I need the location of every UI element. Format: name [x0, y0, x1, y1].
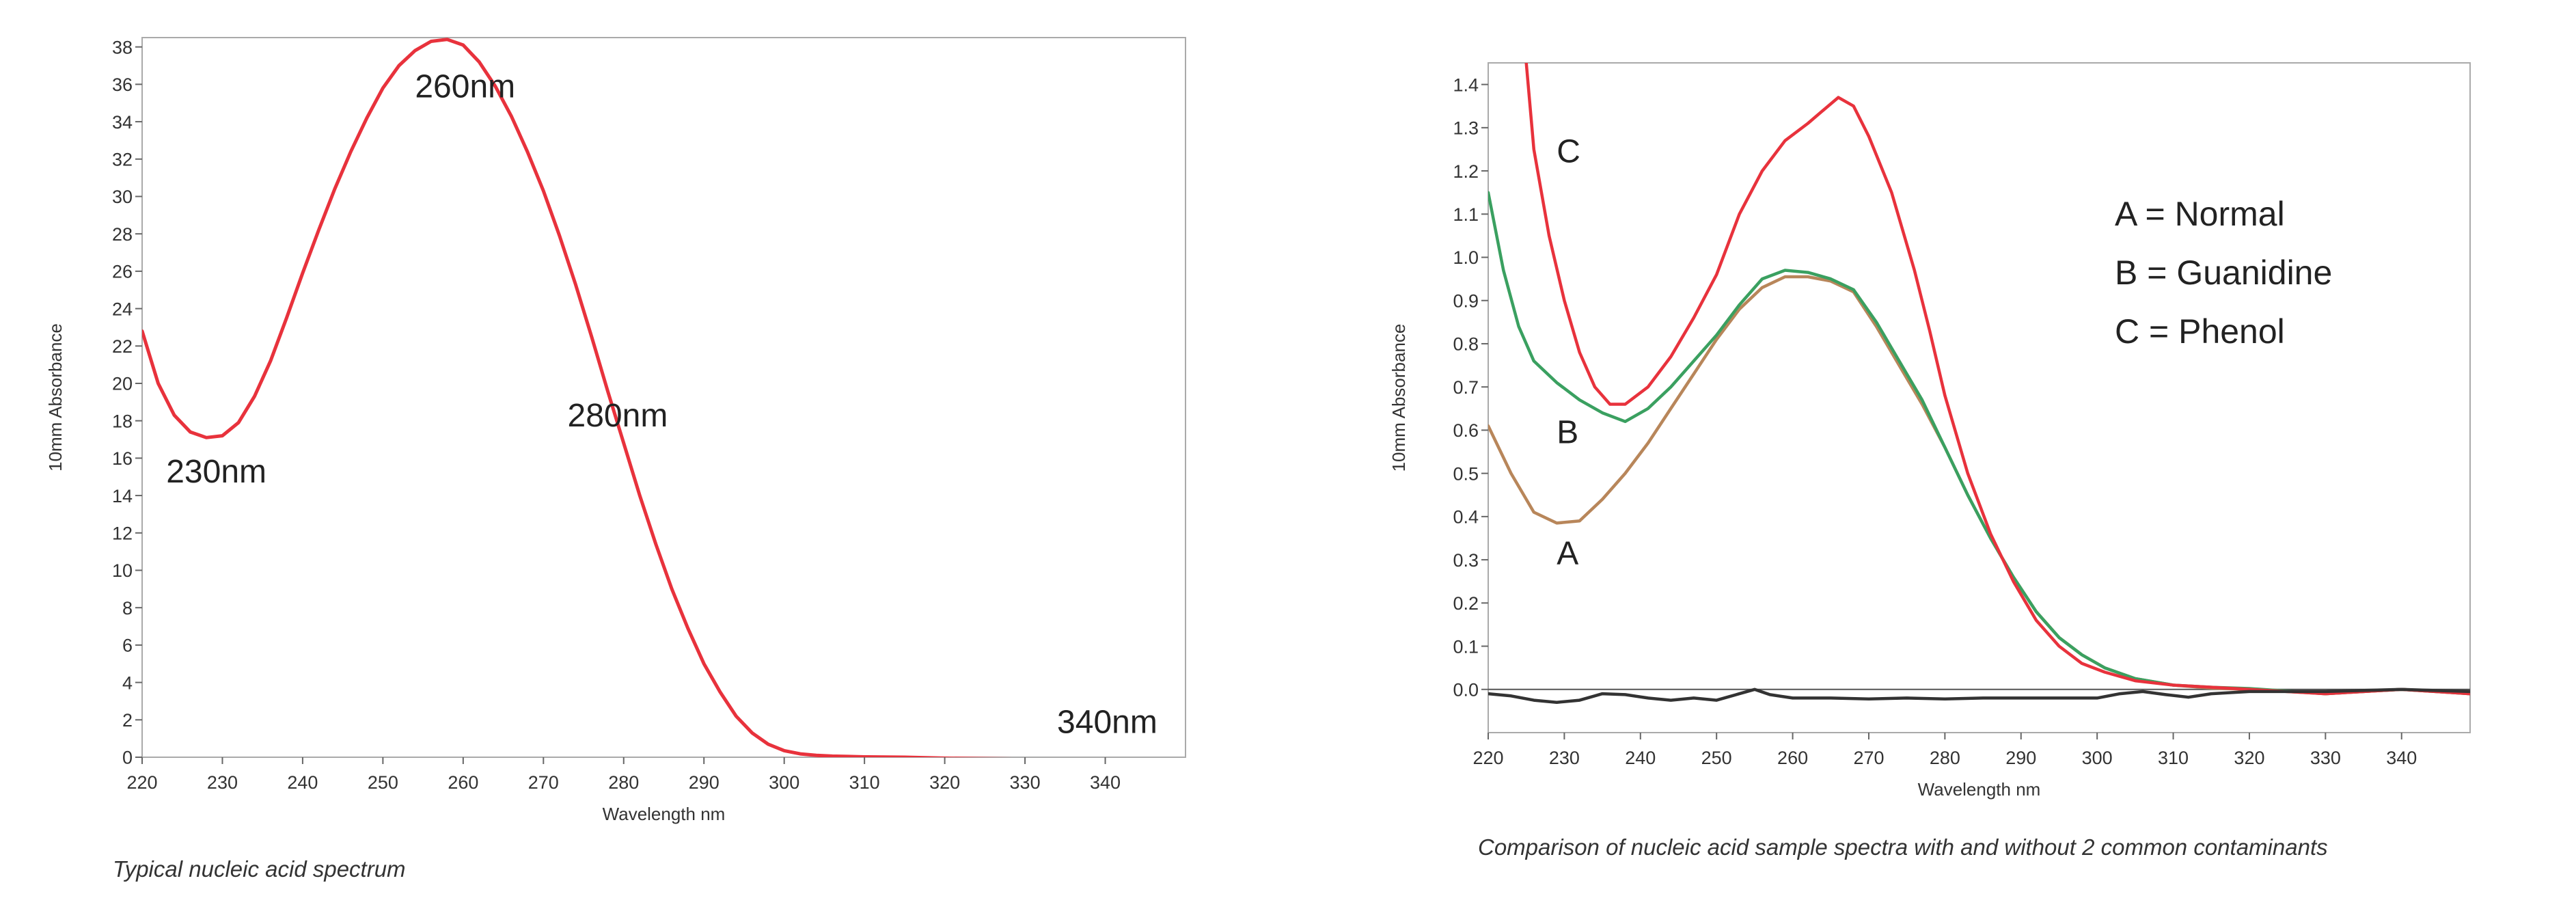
plot-frame: [141, 37, 1186, 758]
x-tick-label: 240: [1625, 748, 1656, 768]
y-tick-label: 0.0: [1453, 679, 1479, 700]
x-tick-label: 300: [769, 772, 799, 793]
x-tick-label: 220: [1472, 748, 1503, 768]
x-tick-label: 270: [1853, 748, 1884, 768]
y-tick-label: 8: [122, 598, 133, 618]
y-tick-label: 0.9: [1453, 290, 1479, 311]
y-tick-label: 4: [122, 672, 133, 693]
x-axis-label: Wavelength nm: [603, 804, 726, 824]
x-tick-label: 310: [849, 772, 880, 793]
y-tick-label: 10: [112, 560, 133, 581]
series-line-a: [1488, 275, 2470, 696]
x-tick-label: 270: [528, 772, 559, 793]
x-tick-label: 330: [1010, 772, 1041, 793]
y-tick-label: 6: [122, 636, 133, 656]
y-tick-label: 2: [122, 710, 133, 731]
annotation-label: 230nm: [166, 454, 266, 490]
series-line-0: [142, 38, 1013, 757]
x-tick-label: 230: [207, 772, 238, 793]
y-tick-label: 0.7: [1453, 377, 1479, 398]
annotation-label: B: [1557, 414, 1578, 450]
x-tick-label: 300: [2082, 748, 2113, 768]
y-tick-label: 1.1: [1453, 204, 1479, 225]
annotation-label: A: [1557, 535, 1578, 571]
y-tick-label: 0.5: [1453, 463, 1479, 484]
y-tick-label: 0: [122, 748, 133, 768]
y-tick-label: 1.0: [1453, 247, 1479, 268]
y-tick-label: 24: [112, 299, 133, 319]
series-line-3: [1488, 688, 2470, 704]
y-tick-label: 12: [112, 523, 133, 544]
x-tick-label: 310: [2158, 748, 2189, 768]
y-tick-label: 38: [112, 37, 133, 57]
y-tick-label: 0.1: [1453, 636, 1479, 657]
x-tick-label: 320: [2234, 748, 2264, 768]
x-tick-label: 340: [1090, 772, 1121, 793]
x-tick-label: 250: [1701, 748, 1732, 768]
y-tick-label: 20: [112, 374, 133, 394]
y-tick-label: 32: [112, 149, 133, 169]
legend-entry: C = Phenol: [2115, 312, 2285, 351]
x-tick-label: 280: [608, 772, 639, 793]
y-tick-label: 34: [112, 112, 133, 133]
y-tick-label: 0.2: [1453, 593, 1479, 614]
annotation-label: C: [1557, 133, 1580, 169]
x-tick-label: 280: [1930, 748, 1960, 768]
y-tick-label: 14: [112, 486, 133, 506]
y-tick-label: 1.3: [1453, 118, 1479, 139]
y-tick-label: 26: [112, 262, 133, 282]
chart-caption: Comparison of nucleic acid sample spectr…: [1478, 834, 2328, 860]
plot-frame: [1488, 62, 2471, 733]
x-tick-label: 240: [287, 772, 318, 793]
x-tick-label: 320: [929, 772, 960, 793]
series-line-c: [1524, 63, 2470, 696]
nucleic-acid-spectrum-chart: 220 230 240 250 260 270 280 290 300 310 320 330 3400…: [45, 37, 1186, 882]
legend-entry: B = Guanidine: [2115, 254, 2332, 292]
y-axis-label: 10mm Absorbance: [1388, 324, 1409, 472]
contaminant-comparison-chart: 220 230 240 250 260 270 280 290 300 310 320 330 340 0…: [1388, 62, 2471, 860]
x-tick-label: 340: [2386, 748, 2417, 768]
x-axis-label: Wavelength nm: [1918, 779, 2041, 800]
x-tick-label: 220: [126, 772, 157, 793]
x-tick-label: 250: [368, 772, 398, 793]
y-tick-label: 0.4: [1453, 507, 1479, 528]
y-tick-label: 28: [112, 224, 133, 245]
y-tick-label: 0.6: [1453, 420, 1479, 441]
y-tick-label: 1.2: [1453, 161, 1479, 182]
legend-entry: A = Normal: [2115, 195, 2285, 233]
y-tick-label: 30: [112, 187, 133, 207]
series-line-b: [1488, 191, 2470, 696]
x-tick-label: 260: [1777, 748, 1808, 768]
x-tick-label: 230: [1549, 748, 1580, 768]
y-tick-label: 36: [112, 74, 133, 95]
y-tick-label: 22: [112, 336, 133, 357]
y-tick-label: 18: [112, 411, 133, 431]
x-tick-label: 260: [448, 772, 478, 793]
x-tick-label: 290: [2005, 748, 2036, 768]
y-tick-label: 1.4: [1453, 74, 1479, 95]
y-tick-label: 16: [112, 448, 133, 469]
y-axis-label: 10mm Absorbance: [45, 323, 66, 472]
chart-caption: Typical nucleic acid spectrum: [113, 856, 406, 882]
x-tick-label: 290: [689, 772, 720, 793]
y-tick-label: 0.8: [1453, 334, 1479, 355]
x-tick-label: 330: [2310, 748, 2341, 768]
annotation-label: 340nm: [1057, 704, 1157, 740]
y-tick-label: 0.3: [1453, 550, 1479, 571]
annotation-label: 260nm: [415, 69, 515, 105]
annotation-label: 280nm: [568, 398, 668, 434]
